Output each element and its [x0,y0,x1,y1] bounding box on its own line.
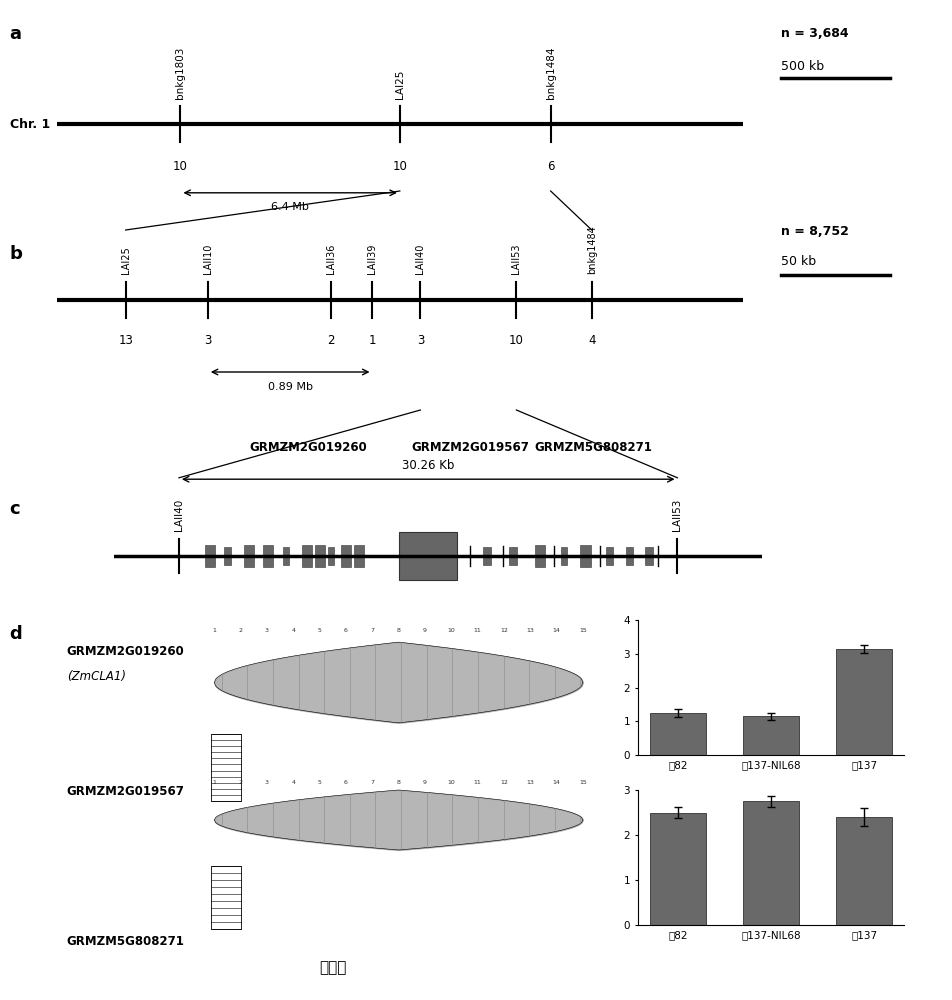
Text: GRMZM2G019260: GRMZM2G019260 [249,441,367,454]
Bar [744,801,799,925]
Text: 500 kb: 500 kb [781,60,823,73]
Text: GRMZM2G019567: GRMZM2G019567 [67,785,185,798]
Bar [650,812,705,925]
Text: 2: 2 [327,334,335,347]
Text: 15: 15 [579,628,586,633]
Text: 13: 13 [526,628,534,633]
Text: 11: 11 [474,628,482,633]
Bar [650,713,705,755]
Text: 1: 1 [212,780,216,785]
Text: 7: 7 [370,628,374,633]
Bar [837,817,892,925]
Text: 2: 2 [239,628,243,633]
Text: n = 3,684: n = 3,684 [781,27,848,40]
Text: 1: 1 [368,334,376,347]
Text: 5: 5 [318,780,322,785]
Bar [625,547,633,565]
Text: n = 8,752: n = 8,752 [781,225,848,238]
Text: 3: 3 [417,334,424,347]
Text: c: c [10,500,20,518]
Text: 10: 10 [447,780,455,785]
Text: 10: 10 [509,334,524,347]
Text: 5: 5 [318,628,322,633]
Text: LAI25: LAI25 [395,70,405,99]
Text: 7: 7 [370,780,374,785]
Text: (ZmCLA1): (ZmCLA1) [67,670,126,683]
Bar [645,547,653,565]
Text: 30.26 Kb: 30.26 Kb [402,459,454,472]
Text: Chr. 1: Chr. 1 [10,118,50,131]
Text: 6: 6 [344,628,347,633]
Bar [837,649,892,755]
Text: 13: 13 [118,334,133,347]
Text: 13: 13 [526,780,534,785]
Bar [315,545,326,567]
Text: 8: 8 [397,628,401,633]
Text: 4: 4 [291,780,295,785]
Text: d: d [10,625,22,643]
Bar [244,545,254,567]
Text: 9: 9 [423,628,426,633]
Bar [205,545,215,567]
Text: 10: 10 [392,160,407,173]
Text: 10: 10 [173,160,188,173]
Text: LAI25: LAI25 [121,246,130,274]
Text: 8: 8 [397,780,401,785]
Bar [399,532,457,580]
Bar [744,716,799,755]
Text: bnkg1484: bnkg1484 [545,47,556,99]
Text: 11: 11 [474,780,482,785]
Text: 1: 1 [212,628,216,633]
Text: 3: 3 [205,334,211,347]
Bar [341,545,351,567]
Text: bnkg1484: bnkg1484 [586,225,597,274]
Text: 9: 9 [423,780,426,785]
Text: 6: 6 [546,160,554,173]
Bar [263,545,273,567]
Text: 2: 2 [239,780,243,785]
Text: 3: 3 [265,628,269,633]
Text: GRMZM5G808271: GRMZM5G808271 [534,441,652,454]
Text: 6.4 Mb: 6.4 Mb [271,202,309,212]
Bar [225,547,230,565]
Text: 14: 14 [552,628,561,633]
Bar [509,547,517,565]
Bar [561,547,567,565]
Text: 4: 4 [588,334,596,347]
Bar [581,545,590,567]
Text: 12: 12 [500,628,507,633]
Text: GRMZM5G808271: GRMZM5G808271 [67,935,185,948]
Text: 10: 10 [447,628,455,633]
Bar [354,545,364,567]
Text: 15: 15 [579,780,586,785]
Text: 0.89 Mb: 0.89 Mb [268,382,312,392]
Text: LAII39: LAII39 [367,244,377,274]
Bar [283,547,289,565]
Text: 6: 6 [344,780,347,785]
Text: 50 kb: 50 kb [781,255,816,268]
Text: LAII36: LAII36 [327,244,336,274]
Bar [606,547,613,565]
Text: LAII40: LAII40 [174,499,184,531]
Bar [327,547,334,565]
Text: GRMZM2G019567: GRMZM2G019567 [411,441,529,454]
Text: 12: 12 [500,780,507,785]
Text: LAII10: LAII10 [203,244,213,274]
Text: bnkg1803: bnkg1803 [175,47,186,99]
Text: GRMZM2G019260: GRMZM2G019260 [67,645,185,658]
Text: LAII53: LAII53 [672,499,683,531]
Text: 不表达: 不表达 [320,960,347,975]
Text: b: b [10,245,23,263]
Text: 4: 4 [291,628,295,633]
Text: 14: 14 [552,780,561,785]
Text: LAII53: LAII53 [511,243,522,274]
Bar [535,545,545,567]
Bar [484,547,491,565]
Text: a: a [10,25,22,43]
Text: LAII40: LAII40 [415,244,426,274]
Text: 3: 3 [265,780,269,785]
Bar [302,545,312,567]
